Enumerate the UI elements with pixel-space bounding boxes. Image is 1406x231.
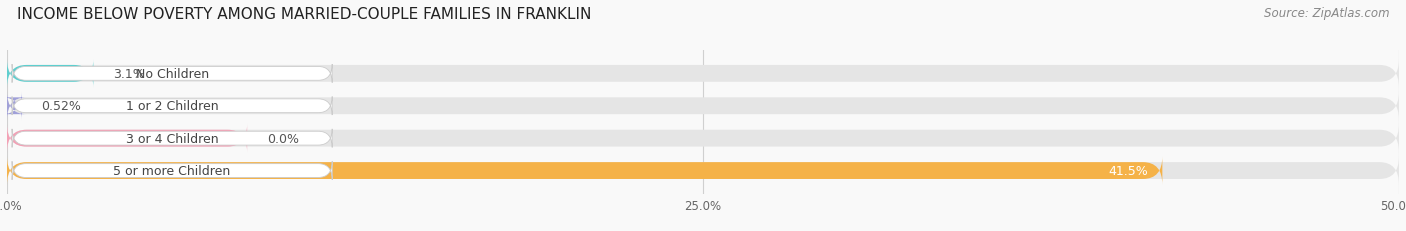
FancyBboxPatch shape	[7, 124, 1399, 153]
FancyBboxPatch shape	[7, 60, 1399, 88]
Text: 41.5%: 41.5%	[1109, 164, 1149, 177]
FancyBboxPatch shape	[1, 92, 27, 121]
Text: 0.52%: 0.52%	[41, 100, 82, 113]
Text: 3.1%: 3.1%	[112, 68, 145, 81]
FancyBboxPatch shape	[7, 92, 1399, 121]
FancyBboxPatch shape	[13, 97, 332, 116]
FancyBboxPatch shape	[13, 129, 332, 148]
Text: 3 or 4 Children: 3 or 4 Children	[125, 132, 218, 145]
Text: 1 or 2 Children: 1 or 2 Children	[125, 100, 218, 113]
FancyBboxPatch shape	[7, 124, 247, 153]
Text: INCOME BELOW POVERTY AMONG MARRIED-COUPLE FAMILIES IN FRANKLIN: INCOME BELOW POVERTY AMONG MARRIED-COUPL…	[17, 7, 592, 22]
FancyBboxPatch shape	[13, 65, 332, 83]
FancyBboxPatch shape	[7, 157, 1399, 185]
Text: No Children: No Children	[135, 68, 208, 81]
FancyBboxPatch shape	[13, 161, 332, 180]
FancyBboxPatch shape	[7, 157, 1163, 185]
Text: 0.0%: 0.0%	[267, 132, 298, 145]
Text: 5 or more Children: 5 or more Children	[114, 164, 231, 177]
FancyBboxPatch shape	[7, 60, 93, 88]
Text: Source: ZipAtlas.com: Source: ZipAtlas.com	[1264, 7, 1389, 20]
